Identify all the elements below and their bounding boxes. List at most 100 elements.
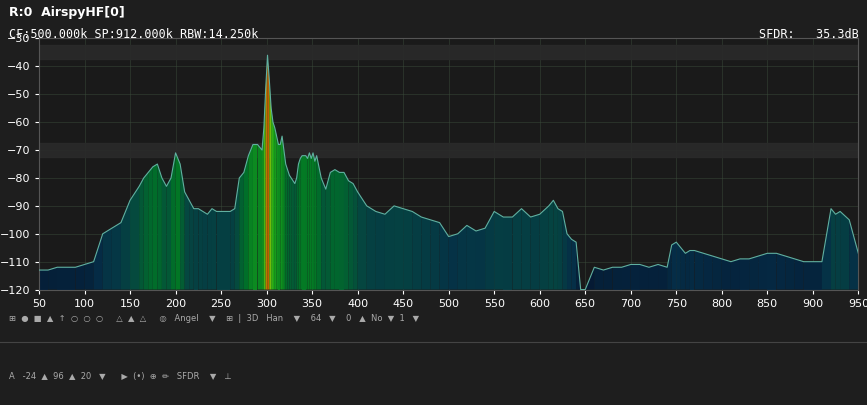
Polygon shape	[613, 267, 622, 290]
Polygon shape	[850, 220, 858, 290]
Polygon shape	[189, 200, 194, 290]
Polygon shape	[268, 55, 270, 290]
Polygon shape	[421, 217, 431, 290]
Polygon shape	[668, 245, 672, 290]
Polygon shape	[431, 220, 440, 290]
Polygon shape	[749, 256, 759, 290]
Polygon shape	[549, 200, 553, 290]
Polygon shape	[585, 267, 595, 290]
Text: SFDR:   35.3dB: SFDR: 35.3dB	[759, 28, 858, 41]
Polygon shape	[244, 156, 249, 290]
Polygon shape	[280, 136, 282, 290]
Polygon shape	[449, 234, 458, 290]
Polygon shape	[531, 214, 539, 290]
Polygon shape	[300, 156, 302, 290]
Polygon shape	[476, 228, 486, 290]
Polygon shape	[57, 267, 67, 290]
Polygon shape	[681, 248, 686, 290]
Polygon shape	[640, 264, 649, 290]
Bar	[39, 143, 858, 157]
Polygon shape	[786, 256, 795, 290]
Polygon shape	[690, 251, 694, 290]
Polygon shape	[504, 217, 512, 290]
Polygon shape	[777, 253, 786, 290]
Polygon shape	[288, 170, 290, 290]
Polygon shape	[367, 206, 376, 290]
Polygon shape	[282, 136, 284, 290]
Polygon shape	[672, 242, 676, 290]
Polygon shape	[813, 262, 822, 290]
Polygon shape	[622, 264, 631, 290]
Bar	[39, 45, 858, 60]
Polygon shape	[804, 262, 813, 290]
Polygon shape	[265, 55, 268, 290]
Polygon shape	[353, 183, 358, 290]
Polygon shape	[326, 173, 330, 290]
Polygon shape	[284, 150, 286, 290]
Polygon shape	[277, 136, 278, 290]
Polygon shape	[567, 234, 571, 290]
Polygon shape	[795, 259, 804, 290]
Polygon shape	[558, 209, 563, 290]
Polygon shape	[225, 211, 231, 290]
Polygon shape	[148, 167, 153, 290]
Polygon shape	[253, 145, 257, 290]
Polygon shape	[767, 253, 777, 290]
Polygon shape	[49, 267, 57, 290]
Polygon shape	[144, 173, 148, 290]
Polygon shape	[822, 209, 831, 290]
Polygon shape	[553, 200, 558, 290]
Text: A   -24  ▲  96  ▲  20   ▼      ▶  (•)  ⊕  ✏   SFDR    ▼   ⊥: A -24 ▲ 96 ▲ 20 ▼ ▶ (•) ⊕ ✏ SFDR ▼ ⊥	[9, 372, 231, 381]
Polygon shape	[185, 192, 189, 290]
Polygon shape	[308, 153, 310, 290]
Polygon shape	[262, 128, 264, 290]
Polygon shape	[166, 178, 171, 290]
Polygon shape	[153, 164, 158, 290]
Polygon shape	[75, 264, 85, 290]
Polygon shape	[275, 128, 277, 290]
Polygon shape	[522, 209, 531, 290]
Polygon shape	[298, 158, 300, 290]
Polygon shape	[376, 211, 385, 290]
Polygon shape	[486, 211, 494, 290]
Polygon shape	[194, 209, 199, 290]
Polygon shape	[273, 122, 275, 290]
Polygon shape	[713, 256, 722, 290]
Polygon shape	[130, 186, 139, 290]
Polygon shape	[311, 153, 313, 290]
Polygon shape	[235, 178, 239, 290]
Polygon shape	[313, 153, 315, 290]
Polygon shape	[563, 211, 567, 290]
Polygon shape	[67, 267, 75, 290]
Polygon shape	[302, 156, 304, 290]
Polygon shape	[358, 192, 367, 290]
Polygon shape	[539, 206, 549, 290]
Polygon shape	[335, 170, 340, 290]
Polygon shape	[512, 209, 522, 290]
Polygon shape	[295, 178, 297, 290]
Polygon shape	[740, 259, 749, 290]
Polygon shape	[603, 267, 613, 290]
Polygon shape	[264, 89, 265, 290]
Polygon shape	[322, 178, 326, 290]
Text: ⊞  ●  ■  ▲  ↑  ○  ○  ○     △  ▲  △     ◎   Angel    ▼    ⊞  |  3D   Han    ▼    : ⊞ ● ■ ▲ ↑ ○ ○ ○ △ ▲ △ ◎ Angel ▼ ⊞ | 3D H…	[9, 314, 419, 323]
Polygon shape	[836, 211, 840, 290]
Polygon shape	[231, 209, 235, 290]
Polygon shape	[394, 206, 403, 290]
Polygon shape	[731, 259, 740, 290]
Polygon shape	[85, 262, 94, 290]
Polygon shape	[649, 264, 658, 290]
Polygon shape	[257, 145, 262, 290]
Polygon shape	[121, 200, 130, 290]
Polygon shape	[694, 251, 704, 290]
Text: CF:500.000k SP:912.000k RBW:14.250k: CF:500.000k SP:912.000k RBW:14.250k	[9, 28, 258, 41]
Polygon shape	[270, 80, 271, 290]
Polygon shape	[171, 153, 176, 290]
Polygon shape	[239, 173, 244, 290]
Polygon shape	[310, 153, 311, 290]
Polygon shape	[291, 178, 293, 290]
Polygon shape	[316, 156, 322, 290]
Polygon shape	[458, 226, 467, 290]
Polygon shape	[39, 270, 49, 290]
Polygon shape	[631, 264, 640, 290]
